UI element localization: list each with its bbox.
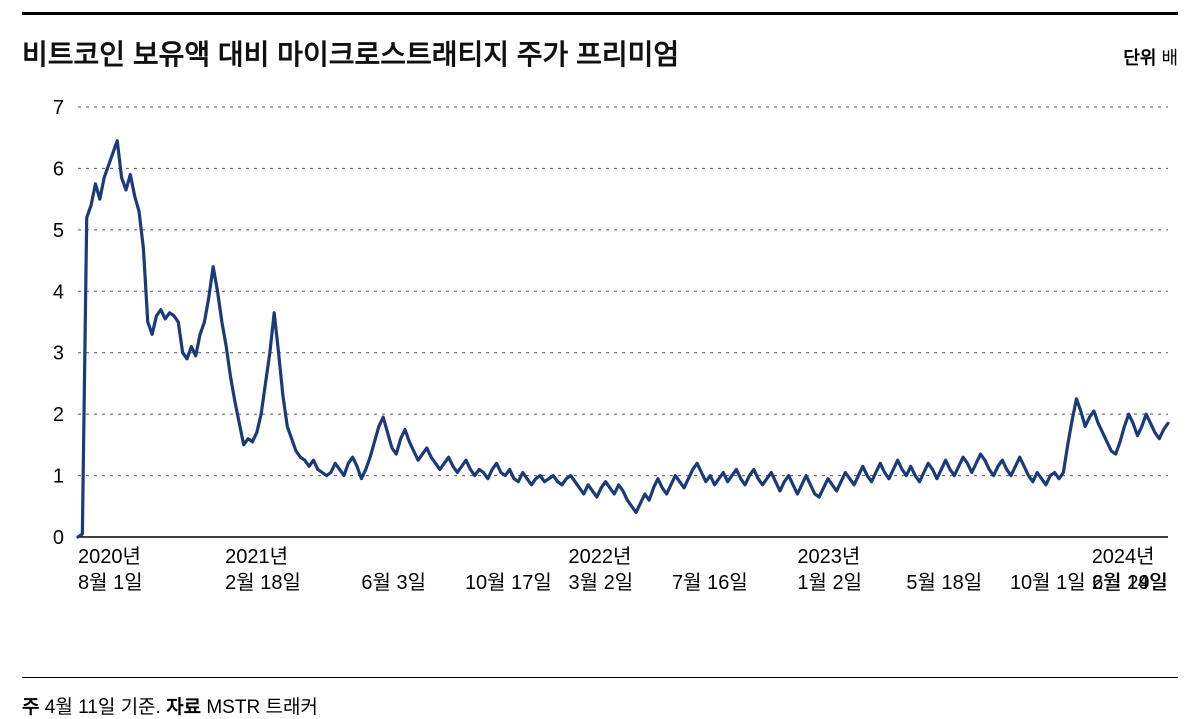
- svg-text:2: 2: [53, 404, 64, 426]
- svg-text:8월 1일: 8월 1일: [78, 571, 143, 594]
- svg-text:1: 1: [53, 466, 64, 488]
- footnote-ju-text: 4월 11일 기준.: [45, 697, 161, 718]
- svg-text:2024년: 2024년: [1092, 545, 1155, 568]
- svg-text:7월 16일: 7월 16일: [672, 571, 748, 594]
- svg-text:4: 4: [53, 281, 64, 303]
- chart-title: 비트코인 보유액 대비 마이크로스트래티지 주가 프리미엄: [22, 33, 679, 73]
- footnote-jaryo-label: 자료: [166, 697, 201, 718]
- svg-text:6: 6: [53, 158, 64, 180]
- svg-text:2022년: 2022년: [569, 545, 632, 568]
- svg-text:2월 18일: 2월 18일: [225, 571, 301, 594]
- svg-text:2021년: 2021년: [225, 545, 288, 568]
- svg-text:5: 5: [53, 220, 64, 242]
- chart-container: 비트코인 보유액 대비 마이크로스트래티지 주가 프리미엄 단위 배 0 1 2 3 4…: [0, 0, 1200, 719]
- chart-unit: 단위 배: [1123, 44, 1178, 70]
- line-chart-svg: 0 1 2 3 4 5 6 7 2020년 8월 1일 2021년 2월 18일 6월 3일 10월 17…: [22, 97, 1178, 617]
- svg-text:6월 29일: 6월 29일: [1092, 571, 1168, 594]
- unit-value: 배: [1161, 48, 1178, 68]
- svg-text:10월 17일: 10월 17일: [465, 571, 552, 594]
- svg-text:3: 3: [53, 343, 64, 365]
- svg-text:6월 3일: 6월 3일: [361, 571, 426, 594]
- svg-text:2023년: 2023년: [797, 545, 860, 568]
- svg-text:3월 2일: 3월 2일: [569, 571, 634, 594]
- svg-text:10월 1일: 10월 1일: [1010, 571, 1086, 594]
- unit-label: 단위: [1123, 48, 1156, 68]
- chart-header: 비트코인 보유액 대비 마이크로스트래티지 주가 프리미엄 단위 배: [0, 15, 1200, 73]
- svg-text:2020년: 2020년: [78, 545, 141, 568]
- svg-text:0: 0: [53, 527, 64, 549]
- footnote-ju-label: 주: [22, 697, 39, 718]
- svg-text:5월 18일: 5월 18일: [906, 571, 982, 594]
- svg-text:7: 7: [53, 97, 64, 119]
- chart-footnote: 주 4월 11일 기준. 자료 MSTR 트래커: [0, 678, 1200, 719]
- chart-area: 0 1 2 3 4 5 6 7 2020년 8월 1일 2021년 2월 18일 6월 3일 10월 17…: [0, 73, 1200, 669]
- svg-text:1월 2일: 1월 2일: [797, 571, 862, 594]
- footnote-jaryo-text: MSTR 트래커: [206, 697, 318, 718]
